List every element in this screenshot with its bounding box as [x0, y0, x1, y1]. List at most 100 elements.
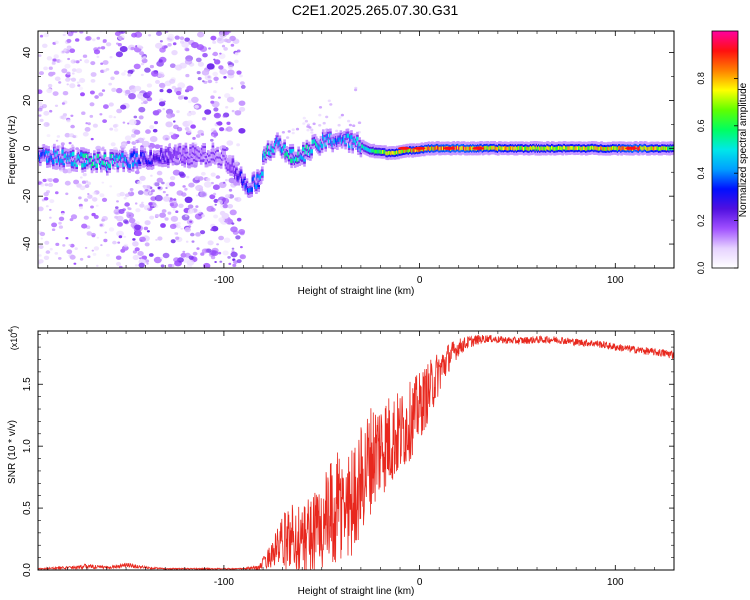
spectrogram-speckle-mark: [122, 121, 126, 124]
spectrogram-speckle-mark: [101, 146, 105, 149]
spectrogram-speckle-mark: [113, 116, 116, 119]
spectrogram-speckle-mark: [92, 38, 96, 42]
spectrogram-speckle-mark: [186, 112, 192, 117]
spectrogram-speckle-mark: [116, 215, 124, 222]
spectrogram-speckle-mark: [169, 63, 176, 68]
x-tick-label: 0: [417, 577, 423, 588]
spectrogram-speckle-mark: [115, 87, 123, 94]
signal-track-mark: [183, 158, 187, 163]
spectrogram-speckle-mark: [139, 175, 146, 181]
spectrogram-speckle-mark: [173, 257, 180, 263]
spectrogram-speckle-mark: [42, 43, 48, 48]
spectrogram-speckle-mark: [219, 68, 228, 75]
spectrogram-speckle-mark: [134, 31, 143, 38]
spectrogram-speckle-mark: [38, 101, 43, 106]
spectrogram-speckle-mark: [174, 35, 180, 40]
spectrogram-speckle-mark: [175, 236, 180, 240]
snr-series-line: [38, 334, 674, 570]
spectrogram-speckle-mark: [306, 128, 310, 132]
signal-track-mark: [121, 152, 124, 158]
spectrogram-speckle-mark: [86, 231, 93, 236]
spectrogram-speckle-mark: [190, 124, 196, 129]
spectrogram-speckle-mark: [115, 255, 122, 260]
spectrogram-speckle-mark: [40, 237, 43, 240]
spectrogram-speckle-mark: [195, 205, 199, 208]
spectrogram-speckle-mark: [140, 73, 144, 77]
spectrogram-speckle-mark: [230, 87, 234, 90]
spectrogram-speckle-mark: [79, 176, 83, 179]
spectrogram-speckle-mark: [130, 133, 136, 138]
spectrogram-speckle-mark: [120, 248, 126, 253]
spectrogram-speckle-mark: [81, 111, 86, 115]
spectrogram-speckle-mark: [223, 237, 231, 243]
spectrogram-speckle-mark: [170, 133, 179, 140]
spectrogram-speckle-mark: [182, 250, 186, 253]
spectrogram-speckle-mark: [160, 264, 165, 268]
spectrogram-speckle-mark: [83, 215, 89, 220]
signal-hotspot: [624, 146, 637, 150]
spectrogram-speckle-mark: [116, 261, 121, 266]
spectrogram-speckle-mark: [159, 98, 164, 102]
spectrogram-speckle-mark: [238, 128, 246, 134]
spectrogram-speckle-mark: [71, 72, 75, 75]
spectrogram-speckle-mark: [229, 35, 236, 42]
spectrogram-speckle-mark: [103, 238, 108, 243]
spectrogram-speckle-mark: [102, 60, 109, 65]
spectrogram-speckle-mark: [169, 176, 176, 181]
spectrogram-speckle-mark: [66, 119, 71, 123]
spectrogram-speckle-mark: [84, 126, 91, 132]
spectrogram-speckle-mark: [154, 121, 158, 125]
colorbar: 0.0 0.2 0.4 0.6 0.8 Normalized spectral ampl…: [696, 30, 749, 275]
spectrogram-speckle-mark: [68, 243, 72, 247]
signal-track-mark: [46, 158, 49, 163]
signal-track-mark: [188, 159, 191, 164]
spectrogram-speckle-mark: [188, 255, 194, 260]
spectrogram-speckle-mark: [227, 61, 232, 65]
signal-track: [38, 128, 674, 198]
spectrogram-speckle-mark: [169, 181, 176, 187]
spectrogram-speckle-mark: [124, 135, 132, 141]
spectrogram-speckle-mark: [64, 180, 71, 186]
spectrogram-speckle-mark: [185, 73, 190, 78]
spectrogram-speckle-mark: [84, 246, 88, 249]
spectrogram-speckle-mark: [224, 93, 231, 99]
snr-panel: -100 0 100 0.0 0.5 1.0 1.5 Height of straight…: [7, 326, 675, 597]
spectrogram-speckle-mark: [228, 188, 233, 192]
spectrogram-speckle-mark: [222, 31, 230, 36]
spectrogram-speckle-mark: [70, 77, 77, 82]
spectrogram-speckle-mark: [184, 214, 188, 218]
signal-track-mark: [138, 159, 142, 164]
spectrogram-speckle-mark: [109, 185, 113, 188]
colorbar-tick-label: 0.0: [696, 262, 706, 275]
signal-track-mark: [255, 184, 258, 189]
spectrogram-speckle-mark: [143, 184, 151, 191]
spectrogram-speckle-mark: [114, 215, 118, 219]
spectrogram-speckle-mark: [223, 47, 228, 51]
spectrogram-speckle-mark: [68, 141, 72, 145]
spectrogram-speckle-mark: [240, 81, 245, 85]
spectrogram-speckle-mark: [213, 90, 217, 94]
spectrogram-speckle-mark: [130, 69, 135, 73]
spectrogram-speckle-mark: [58, 216, 65, 221]
spectrogram-speckle-mark: [109, 56, 113, 59]
spectrogram-speckle-mark: [74, 247, 78, 251]
spectrogram-speckle-mark: [233, 260, 238, 264]
signal-track-mark: [148, 160, 151, 165]
spectrogram-speckle-mark: [52, 58, 57, 62]
spectrogram-speckle-mark: [43, 192, 49, 197]
spectrogram-speckle-mark: [69, 254, 76, 260]
spectrogram-speckle-mark: [89, 102, 95, 107]
spectrogram-speckle-mark: [180, 252, 187, 258]
spectrogram-speckle-mark: [61, 102, 65, 105]
signal-track-mark: [83, 162, 87, 167]
spectrogram-speckle-mark: [123, 196, 127, 200]
spectrogram-speckle-mark: [139, 239, 143, 242]
spectrogram-speckle-mark: [128, 93, 136, 100]
signal-track-mark: [346, 133, 350, 138]
signal-track-mark: [320, 143, 324, 148]
spectrogram-speckle-mark: [124, 202, 130, 207]
spectrogram-speckle-mark: [127, 73, 132, 77]
spectrogram-speckle-mark: [231, 109, 235, 113]
spectrogram-speckle-mark: [159, 89, 164, 93]
spectrogram-speckle-mark: [210, 95, 215, 99]
